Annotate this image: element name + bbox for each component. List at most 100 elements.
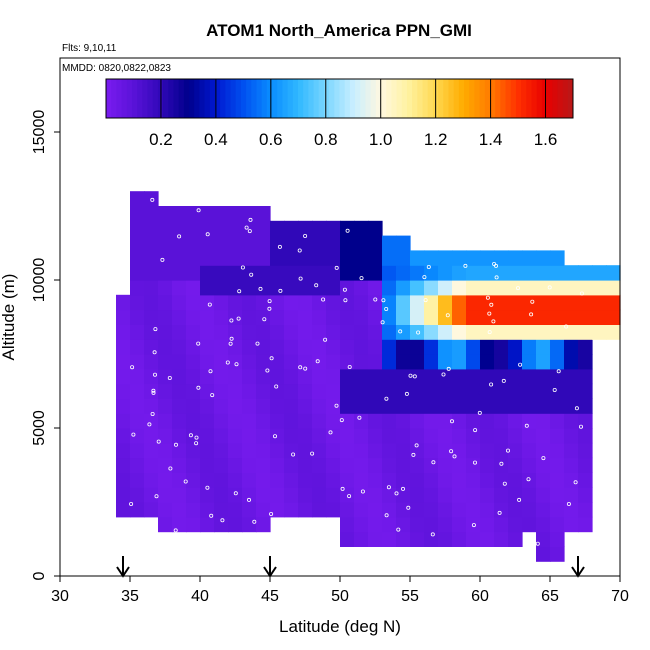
heatmap-cell [578, 457, 593, 473]
heatmap-cell [410, 280, 425, 296]
sample-marker [517, 497, 522, 502]
heatmap-cell [340, 531, 355, 547]
heatmap-cell [172, 383, 187, 399]
heatmap-cell [270, 502, 285, 518]
heatmap-cell [340, 265, 355, 281]
sample-marker [414, 443, 419, 448]
heatmap-cell [396, 516, 411, 533]
heatmap-cell [410, 250, 425, 266]
heatmap-cell [368, 457, 383, 473]
heatmap-cell [172, 309, 187, 325]
heatmap-cell [564, 398, 579, 414]
heatmap-cell [508, 265, 523, 281]
sample-marker [328, 430, 333, 435]
heatmap-cell [200, 206, 215, 222]
heatmap-cell [340, 413, 355, 429]
heatmap-cell [326, 413, 341, 429]
sample-marker [234, 362, 239, 367]
x-axis: 30 35 40 45 50 55 60 65 70 [51, 576, 629, 605]
heatmap-cell [382, 265, 397, 281]
heatmap-cell [410, 472, 425, 488]
heatmap-cell [228, 502, 243, 518]
sample-marker [236, 316, 241, 321]
heatmap-cell [424, 324, 439, 340]
colorbar-segment [489, 79, 496, 118]
y-axis-label: Altitude (m) [0, 274, 18, 361]
heatmap-cell [466, 294, 481, 311]
sample-marker [277, 244, 282, 249]
colorbar-segment [308, 79, 315, 118]
sample-marker [342, 287, 347, 292]
sample-marker [303, 366, 308, 371]
sample-marker [252, 519, 257, 524]
sample-marker [411, 452, 416, 457]
heatmap-cell [480, 398, 495, 414]
heatmap-cell [200, 442, 215, 459]
heatmap-cell [270, 413, 285, 429]
heatmap-cell [326, 280, 341, 296]
heatmap-cell [130, 324, 145, 340]
heatmap-cell [564, 294, 579, 311]
heatmap-cell [550, 280, 565, 296]
heatmap-cell [116, 413, 131, 429]
sample-marker [229, 336, 234, 341]
heatmap-cell [116, 487, 131, 503]
heatmap-cell [186, 487, 201, 503]
sample-marker [526, 477, 531, 482]
heatmap-cell [284, 398, 299, 414]
heatmap-cell [424, 354, 439, 370]
sample-marker [196, 341, 201, 346]
heatmap-cell [144, 354, 159, 370]
heatmap-cell [452, 516, 467, 533]
colorbar-segment [256, 79, 263, 118]
heatmap-cell [564, 487, 579, 503]
sample-marker [422, 275, 427, 280]
sample-marker [150, 197, 155, 202]
heatmap-cell [410, 324, 425, 340]
heatmap-cell [410, 294, 425, 311]
heatmap-cell [480, 354, 495, 370]
heatmap-cell [200, 398, 215, 414]
heatmap-cell [270, 354, 285, 370]
heatmap-cell [438, 487, 453, 503]
heatmap-cell [284, 442, 299, 459]
heatmap-cell [354, 472, 369, 488]
heatmap-cell [522, 250, 537, 266]
heatmap-cell [242, 339, 257, 355]
sample-marker [373, 297, 378, 302]
heatmap-cell [130, 354, 145, 370]
heatmap-cell [130, 309, 145, 325]
heatmap-cell [172, 324, 187, 340]
sample-marker [248, 217, 253, 222]
heatmap-cell [354, 531, 369, 547]
colorbar-segment [303, 79, 309, 118]
heatmap-cell [242, 502, 257, 518]
sample-marker [147, 422, 152, 427]
heatmap-cell [550, 339, 565, 355]
heatmap-cell [242, 442, 257, 459]
heatmap-cell [340, 220, 355, 237]
heatmap-cell [270, 487, 285, 503]
sample-marker [487, 330, 492, 335]
heatmap-cell [144, 442, 159, 459]
heatmap-cell [186, 413, 201, 429]
heatmap-cell [494, 294, 509, 311]
colorbar-segment [168, 79, 174, 118]
colorbar-segment [282, 79, 289, 118]
heatmap-cell [550, 324, 565, 340]
heatmap-cell [144, 398, 159, 414]
heatmap-cell [130, 428, 145, 444]
colorbar-segment [199, 79, 206, 118]
heatmap-cell [158, 502, 173, 518]
heatmap-cell [508, 250, 523, 266]
heatmap-cell [326, 235, 341, 251]
heatmap-cell [284, 487, 299, 503]
sample-marker [384, 396, 389, 401]
heatmap-cell [340, 502, 355, 518]
heatmap-cell [298, 294, 313, 311]
colorbar-segment [261, 79, 268, 118]
heatmap-cell [200, 413, 215, 429]
heatmap-cell [116, 294, 131, 311]
heatmap-cell [508, 398, 523, 414]
heatmap-cell [452, 368, 467, 385]
